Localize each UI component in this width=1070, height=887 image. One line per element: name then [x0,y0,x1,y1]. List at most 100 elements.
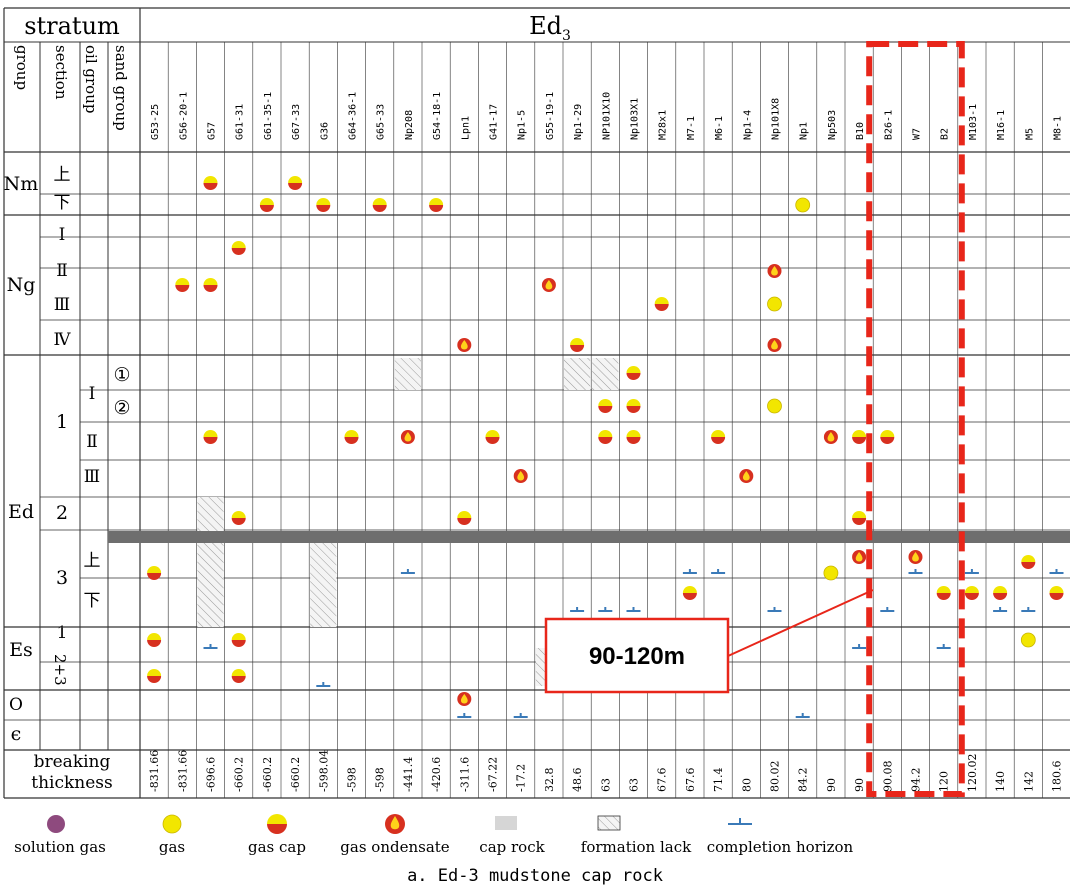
thickness-value: -598 [346,767,359,792]
thickness-value: 80.02 [769,761,782,793]
completion-horizon-marker [400,569,415,574]
well-name: G56-20-1 [178,92,189,140]
gas-cap-symbol [964,586,979,600]
well-name: G54-18-1 [432,92,443,140]
legend-gas-cap: gas cap [248,838,306,856]
reservoir-symbols [147,176,1064,718]
gas-cap-symbol [231,669,246,684]
well-name: M28x1 [658,110,669,140]
gas-condensate-symbol [908,550,923,564]
gas-cap-symbol [203,176,218,191]
gas-cap-icon [267,814,287,834]
thickness-value: -420.6 [430,757,443,792]
completion-horizon-marker [1049,569,1064,574]
well-name: G61-31 [235,104,246,140]
es-label: Es [9,639,33,661]
legend-completion-horizon: completion horizon [707,838,854,856]
gas-condensate-symbol [400,430,415,444]
gas-cap-symbol [147,633,162,647]
sand-group-1-label: ① [113,364,130,386]
completion-horizon-marker [570,607,585,612]
gas-condensate-symbol [852,550,867,564]
formation-header: Ed3 [529,12,571,44]
ng-label: Ng [7,274,36,296]
gas-cap-symbol [231,511,246,525]
formation-lack-icon [597,815,621,831]
well-name: M6-1 [714,116,725,140]
thickness-value: 67.6 [684,768,697,793]
thickness-value: 90.08 [881,761,894,793]
well-name: Np503 [827,110,838,140]
sand-group-header: sand group [112,45,130,131]
gas-cap-symbol [175,278,190,292]
figure-caption: a. Ed-3 mudstone cap rock [407,866,663,886]
well-name: Np103X1 [630,98,641,140]
completion-horizon-marker [880,607,895,612]
ed3-lower-label: 下 [84,591,101,611]
gas-cap-symbol [852,430,867,444]
thickness-value: 67.6 [656,768,669,793]
gas-symbol [795,197,811,213]
gas-cap-symbol [372,198,387,212]
gas-symbol [767,296,782,312]
completion-horizon-marker [795,713,810,718]
gas-cap-symbol [231,633,246,647]
thickness-value: -660.2 [261,757,274,792]
thickness-value: -598 [374,767,387,792]
gas-cap-symbol [231,241,246,256]
cap-rock-icon [495,816,517,830]
gas-condensate-symbol [739,469,754,483]
completion-horizon-marker [203,644,218,649]
gas-cap-symbol [485,430,500,444]
o-label: O [9,695,23,715]
gas-cap-symbol [457,511,472,525]
nm-lower-label: 下 [54,193,71,213]
thickness-value: 63 [628,778,641,792]
completion-horizon-marker [711,569,726,574]
group-header: group [13,45,31,90]
gas-cap-symbol [598,399,613,414]
stratum-header: stratum [24,12,120,40]
ng-iv-label: Ⅳ [54,330,72,350]
ed-section-3-label: 3 [56,567,68,589]
well-name: M7-1 [686,116,697,140]
completion-horizon-icon [728,818,752,825]
legend-gas: gas [159,838,185,856]
thickness-value: 94.2 [910,768,923,793]
well-name: G41-17 [489,104,500,140]
gas-cap-symbol [993,586,1008,600]
gas-condensate-icon [385,814,405,834]
gas-cap-symbol [570,338,585,353]
ng-ii-label: Ⅱ [56,261,68,281]
completion-horizon-marker [1021,607,1036,612]
ed-section-1-label: 1 [56,411,68,433]
legend-formation-lack: formation lack [581,838,692,856]
gas-cap-symbol [880,430,895,444]
well-name: B26-1 [883,110,894,140]
gas-cap-symbol [626,366,641,381]
well-name: G65-33 [376,104,387,140]
gas-cap-symbol [147,566,162,580]
well-name: Np1-4 [742,110,753,140]
gas-cap-symbol [1021,555,1036,570]
thickness-value: 120 [938,771,951,792]
legend-solution-gas: solution gas [14,838,106,856]
thickness-value: 80 [740,778,753,792]
gas-condensate-symbol [513,469,528,483]
thickness-value: -831.66 [176,750,189,792]
thickness-value: 32.8 [543,768,556,793]
thickness-value: 84.2 [797,768,810,793]
oil-group-header: oil group [82,45,100,113]
formation-lack-cell [592,358,619,390]
completion-horizon-marker [964,569,979,574]
gas-condensate-symbol [457,338,472,352]
breaking-thickness-label-2: thickness [31,773,113,793]
completion-horizon-marker [852,644,867,649]
well-name: Lpn1 [460,116,471,140]
well-name: M5 [1024,128,1035,140]
formation-lack-cell [310,543,337,627]
gas-condensate-symbol [457,692,472,706]
well-name: M103-1 [968,104,979,140]
gas-cap-symbol [147,669,162,684]
well-name: Np1 [799,122,810,140]
